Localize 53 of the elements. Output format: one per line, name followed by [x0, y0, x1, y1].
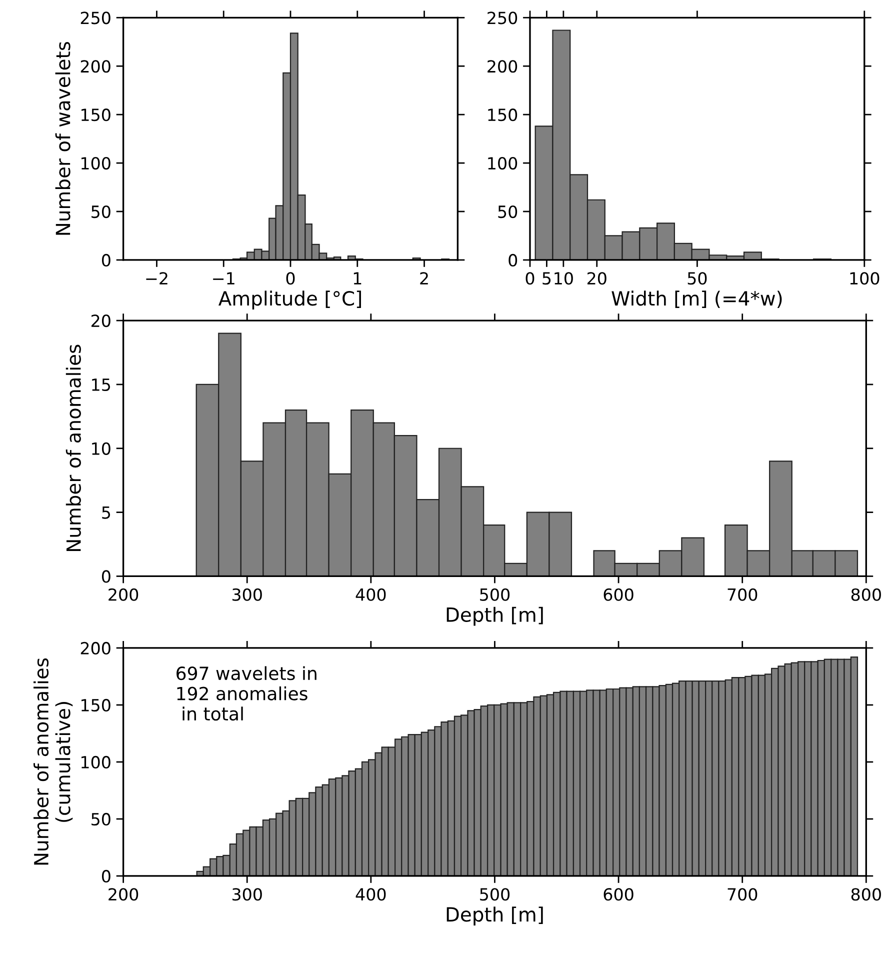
x-tick-label: 600	[604, 888, 634, 901]
y-tick-label: 0	[508, 254, 518, 267]
y-tick-label: 5	[102, 506, 110, 519]
x-tick-label: 2	[420, 272, 428, 284]
x-tick-label: 700	[728, 588, 758, 601]
annotation: 697 wavelets in 192 anomalies in total	[176, 666, 316, 721]
x-tick-label: 50	[688, 272, 707, 285]
x-tick-label: 700	[728, 888, 758, 901]
x-tick-label: 5	[542, 272, 551, 285]
y-tick-label: 50	[92, 812, 110, 826]
x-axis-title: Width [m] (=4*w)	[612, 290, 782, 308]
y-tick-label: 50	[498, 205, 518, 218]
y-axis-title: Number of wavelets	[55, 42, 70, 235]
y-tick-label: 100	[82, 756, 110, 769]
y-tick-label: 20	[92, 314, 110, 328]
x-tick-label: 400	[356, 588, 386, 601]
x-axis-title: Depth [m]	[446, 606, 543, 626]
y-tick-label: 15	[92, 378, 110, 392]
x-axis-title: Amplitude [°C]	[218, 290, 361, 310]
x-axis-title: Depth [m]	[446, 906, 543, 926]
y-tick-label: 250	[80, 12, 110, 24]
x-tick-label: 20	[587, 272, 606, 285]
y-tick-label: 0	[102, 570, 110, 583]
y-axis-title: Number of anomalies	[66, 344, 81, 552]
y-tick-label: 100	[82, 157, 110, 170]
x-tick-label: 500	[480, 588, 510, 601]
y-axis-title: Number of anomalies (cumulative)	[34, 658, 73, 865]
y-tick-label: 200	[80, 60, 110, 73]
x-tick-label: 800	[851, 588, 881, 601]
x-tick-label: 500	[480, 888, 510, 901]
y-tick-label: 0	[102, 870, 110, 883]
x-tick-label: −1	[213, 272, 234, 284]
y-tick-label: 200	[80, 642, 110, 655]
y-tick-label: 10	[92, 442, 110, 455]
x-tick-label: −2	[146, 272, 168, 284]
y-tick-label: 150	[82, 698, 110, 712]
x-tick-label: 800	[851, 888, 881, 901]
y-tick-label: 150	[488, 108, 518, 122]
x-tick-label: 100	[850, 272, 880, 285]
x-tick-label: 10	[554, 272, 573, 285]
x-tick-label: 0	[286, 272, 295, 285]
y-tick-label: 200	[488, 60, 518, 73]
y-tick-label: 0	[102, 254, 110, 267]
x-tick-label: 300	[232, 588, 262, 601]
y-tick-label: 50	[92, 205, 110, 218]
x-tick-label: 300	[232, 888, 262, 901]
x-tick-label: 400	[356, 888, 386, 901]
x-tick-label: 600	[604, 588, 634, 601]
x-tick-label: 1	[354, 272, 362, 284]
y-tick-label: 150	[82, 108, 110, 122]
x-tick-label: 0	[526, 272, 534, 285]
y-tick-label: 100	[488, 157, 518, 170]
y-tick-label: 250	[488, 12, 518, 24]
